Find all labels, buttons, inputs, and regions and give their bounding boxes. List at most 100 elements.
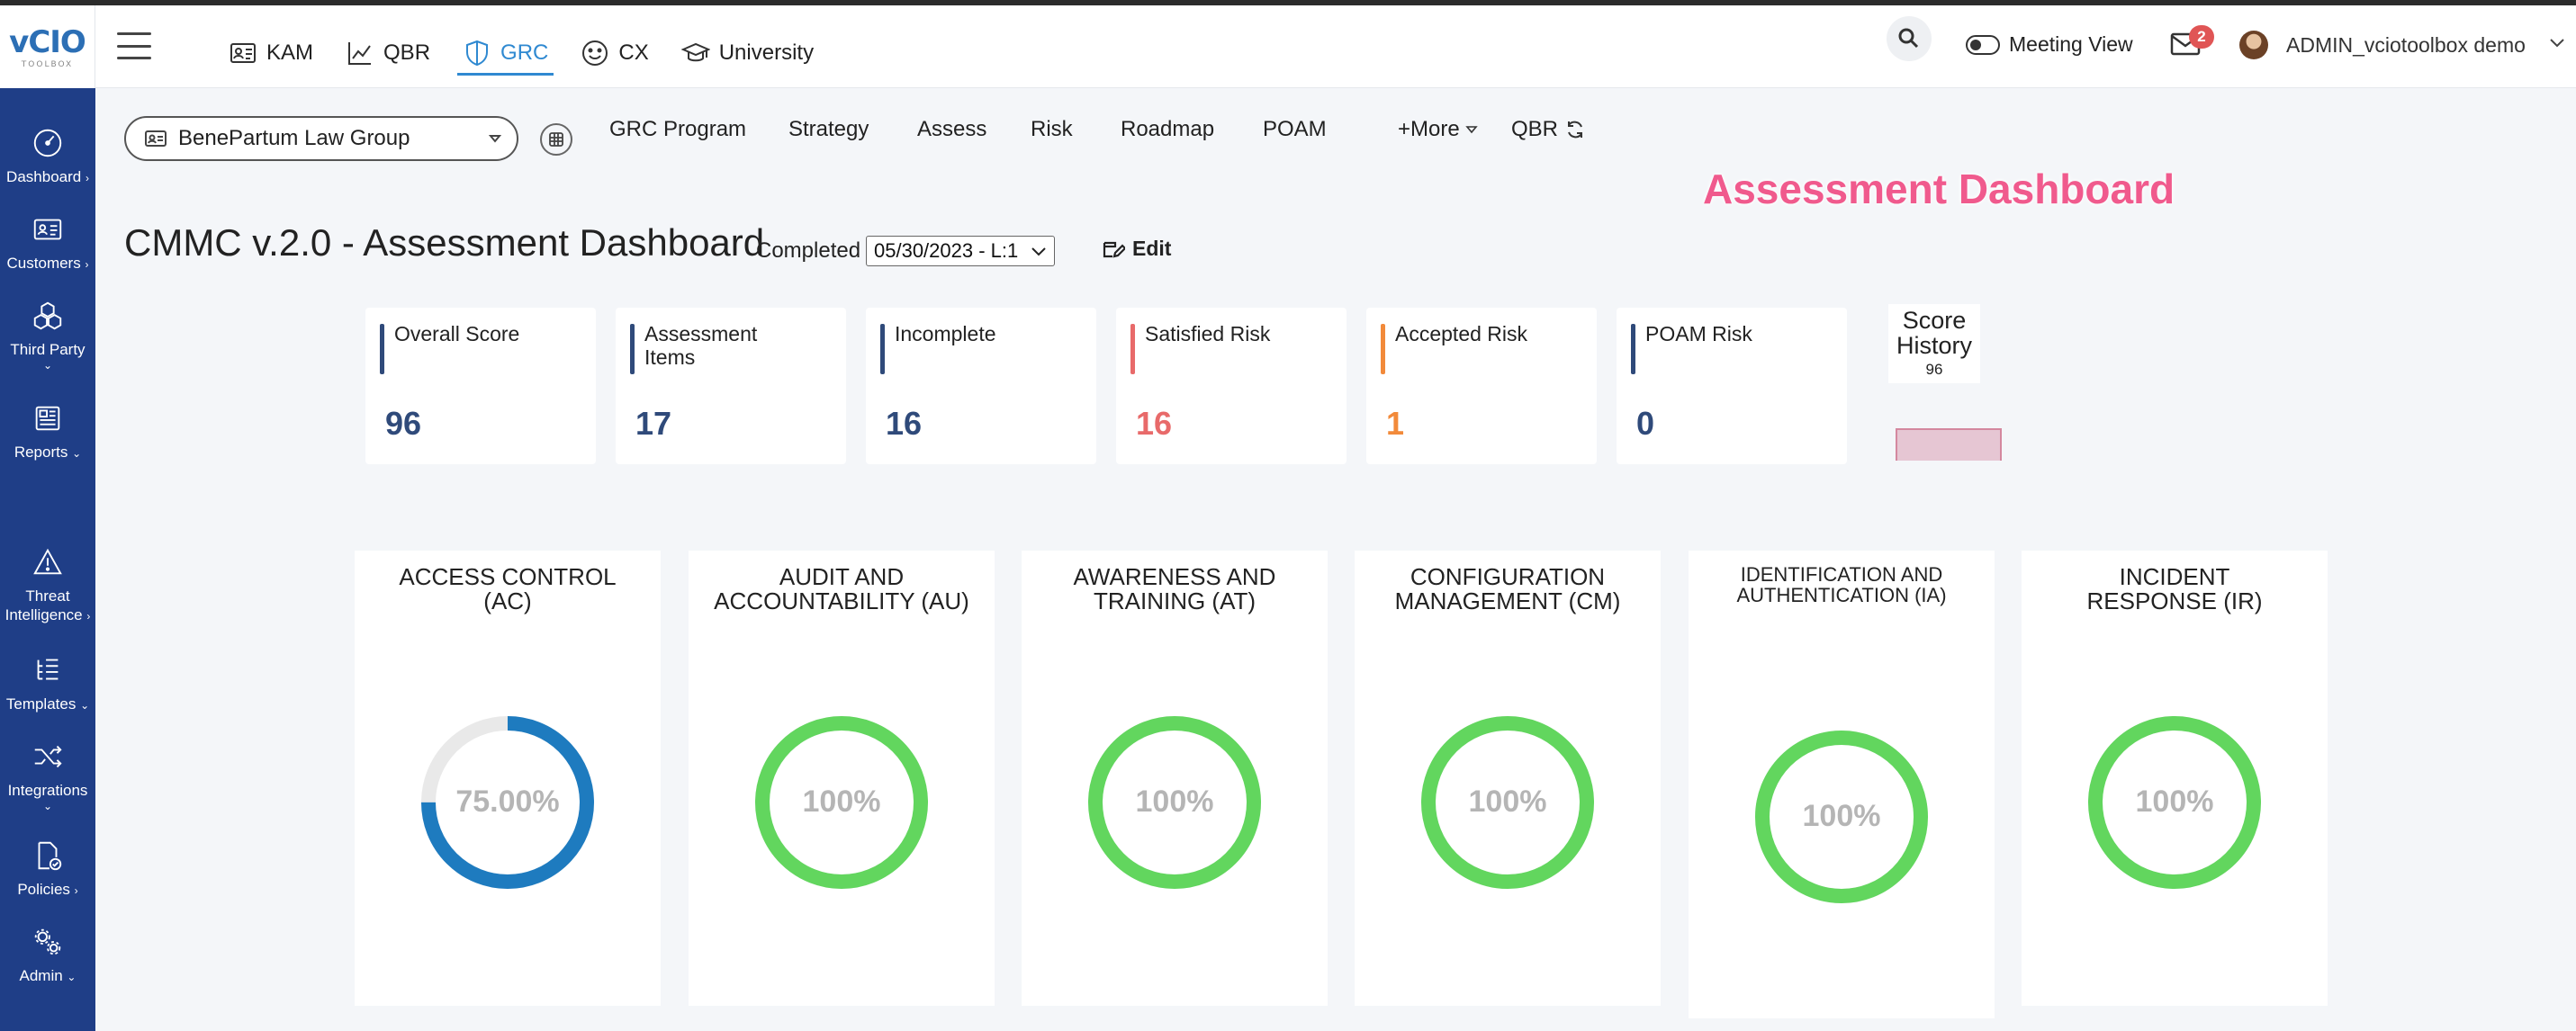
subnav-roadmap[interactable]: Roadmap bbox=[1121, 117, 1215, 141]
sidebar-item-templates[interactable]: Templates ⌄ bbox=[0, 653, 95, 713]
stat-label: Satisfied Risk bbox=[1145, 322, 1271, 345]
search-button[interactable] bbox=[1887, 16, 1932, 61]
stat-value: 16 bbox=[886, 405, 923, 442]
stat-label: Incomplete bbox=[895, 322, 996, 345]
stat-label: Assessment Items bbox=[644, 322, 758, 370]
nav-grc-label: GRC bbox=[500, 40, 549, 65]
cubes-icon bbox=[33, 301, 62, 330]
edit-button[interactable]: Edit bbox=[1102, 237, 1171, 261]
subnav-assess[interactable]: Assess bbox=[917, 117, 987, 141]
caret-down-icon bbox=[1464, 126, 1478, 134]
stat-poam-risk[interactable]: POAM Risk 0 bbox=[1617, 308, 1847, 464]
top-nav: KAM QBR GRC CX University bbox=[212, 32, 830, 76]
more-label: +More bbox=[1398, 117, 1460, 141]
donut-percent-label: 100% bbox=[802, 784, 881, 819]
assessment-date-select[interactable]: 05/30/2023 - L:1 bbox=[866, 236, 1055, 266]
domain-title: AUDIT AND ACCOUNTABILITY (AU) bbox=[714, 563, 969, 615]
user-name[interactable]: ADMIN_vciotoolbox demo bbox=[2286, 33, 2526, 57]
stat-overall-score[interactable]: Overall Score 96 bbox=[365, 308, 596, 464]
nav-cx[interactable]: CX bbox=[564, 32, 664, 74]
subnav-grc-program[interactable]: GRC Program bbox=[609, 117, 747, 141]
sidebar-item-label: Policies bbox=[17, 881, 70, 898]
sidebar-item-third-party[interactable]: Third Party ⌄ bbox=[0, 299, 95, 372]
domain-title: CONFIGURATION MANAGEMENT (CM) bbox=[1394, 563, 1621, 615]
hamburger-menu-icon[interactable] bbox=[117, 32, 151, 59]
nav-grc[interactable]: GRC bbox=[446, 32, 564, 76]
stat-value: 16 bbox=[1136, 405, 1173, 442]
progress-donut bbox=[1755, 731, 1928, 903]
donut-percent-label: 75.00% bbox=[455, 784, 560, 819]
chevron-down-icon: ⌄ bbox=[72, 447, 82, 460]
newspaper-icon bbox=[35, 406, 60, 431]
chevron-right-icon: › bbox=[85, 258, 89, 271]
stat-label: POAM Risk bbox=[1645, 322, 1752, 345]
domain-card-ac[interactable]: ACCESS CONTROL (AC) 75.00% bbox=[355, 551, 661, 1006]
shield-icon bbox=[466, 40, 489, 67]
chevron-down-icon bbox=[1031, 247, 1046, 256]
subnav-risk[interactable]: Risk bbox=[1031, 117, 1073, 141]
subnav-qbr[interactable]: QBR bbox=[1511, 117, 1585, 142]
chevron-right-icon: › bbox=[86, 610, 91, 623]
domain-card-cm[interactable]: CONFIGURATION MANAGEMENT (CM) 100% bbox=[1355, 551, 1661, 1006]
sidebar-item-threat-intelligence[interactable]: Threat Intelligence › bbox=[0, 545, 95, 625]
chevron-down-icon[interactable] bbox=[2549, 36, 2565, 49]
meeting-view-toggle[interactable]: Meeting View bbox=[1966, 32, 2133, 57]
stat-label: Accepted Risk bbox=[1395, 322, 1528, 345]
stat-accent-bar bbox=[880, 324, 885, 374]
progress-donut bbox=[755, 716, 928, 889]
meeting-view-label: Meeting View bbox=[2009, 32, 2133, 56]
sidebar-item-admin[interactable]: Admin ⌄ bbox=[0, 925, 95, 985]
chevron-down-icon: ⌄ bbox=[80, 699, 90, 712]
dashboard-gauge-icon bbox=[33, 129, 62, 157]
graduation-cap-icon bbox=[680, 42, 710, 62]
window-top-strip bbox=[0, 0, 2576, 5]
stat-accent-bar bbox=[1381, 324, 1385, 374]
smile-icon bbox=[582, 40, 608, 66]
stat-assessment-items[interactable]: Assessment Items 17 bbox=[616, 308, 846, 464]
domain-card-au[interactable]: AUDIT AND ACCOUNTABILITY (AU) 100% bbox=[689, 551, 995, 1006]
domain-card-at[interactable]: AWARENESS AND TRAINING (AT) 100% bbox=[1022, 551, 1328, 1006]
chevron-down-icon: ⌄ bbox=[42, 359, 53, 372]
subnav-strategy[interactable]: Strategy bbox=[788, 117, 869, 141]
nav-qbr-label: QBR bbox=[383, 40, 431, 65]
stat-accepted-risk[interactable]: Accepted Risk 1 bbox=[1366, 308, 1597, 464]
sidebar-item-label: Dashboard bbox=[6, 168, 82, 185]
caret-down-icon bbox=[488, 135, 502, 143]
domain-title: INCIDENT RESPONSE (IR) bbox=[2086, 563, 2263, 615]
subnav-more[interactable]: +More bbox=[1398, 117, 1478, 142]
score-history-card[interactable]: Score History 96 bbox=[1888, 304, 1980, 383]
grid-menu-button[interactable] bbox=[540, 123, 572, 156]
stat-accent-bar bbox=[1130, 324, 1135, 374]
nav-kam-label: KAM bbox=[266, 40, 314, 65]
sidebar-item-policies[interactable]: Policies › bbox=[0, 838, 95, 899]
warning-triangle-icon bbox=[33, 548, 62, 575]
nav-university[interactable]: University bbox=[665, 32, 830, 74]
stat-satisfied-risk[interactable]: Satisfied Risk 16 bbox=[1116, 308, 1347, 464]
search-icon bbox=[1898, 28, 1919, 49]
line-chart-icon bbox=[348, 42, 372, 65]
nav-university-label: University bbox=[718, 40, 815, 65]
sidebar-item-dashboard[interactable]: Dashboard › bbox=[0, 126, 95, 186]
stat-incomplete[interactable]: Incomplete 16 bbox=[866, 308, 1096, 464]
id-card-icon bbox=[33, 219, 62, 240]
nav-qbr[interactable]: QBR bbox=[329, 32, 446, 74]
domain-card-ia[interactable]: IDENTIFICATION AND AUTHENTICATION (IA) 1… bbox=[1689, 551, 1995, 1018]
subnav-poam[interactable]: POAM bbox=[1263, 117, 1327, 141]
score-history-bar[interactable] bbox=[1896, 428, 2002, 461]
sidebar-item-label: Threat Intelligence bbox=[5, 587, 83, 624]
domain-card-ir[interactable]: INCIDENT RESPONSE (IR) 100% bbox=[2022, 551, 2328, 1006]
avatar[interactable] bbox=[2239, 31, 2268, 59]
nav-kam[interactable]: KAM bbox=[212, 32, 329, 74]
donut-percent-label: 100% bbox=[2135, 784, 2214, 819]
stat-accent-bar bbox=[1631, 324, 1635, 374]
grid-icon bbox=[549, 132, 563, 147]
sidebar: vCIO TOOLBOX Dashboard › Customers › Thir… bbox=[0, 5, 95, 1031]
sidebar-item-reports[interactable]: Reports ⌄ bbox=[0, 401, 95, 462]
sidebar-item-label: Admin bbox=[19, 967, 63, 984]
company-select[interactable]: BenePartum Law Group bbox=[124, 116, 518, 161]
logo[interactable]: vCIO TOOLBOX bbox=[0, 5, 95, 88]
chevron-right-icon: › bbox=[74, 884, 78, 897]
stat-value: 1 bbox=[1386, 405, 1405, 442]
sidebar-item-customers[interactable]: Customers › bbox=[0, 212, 95, 273]
sidebar-item-integrations[interactable]: Integrations ⌄ bbox=[0, 740, 95, 813]
